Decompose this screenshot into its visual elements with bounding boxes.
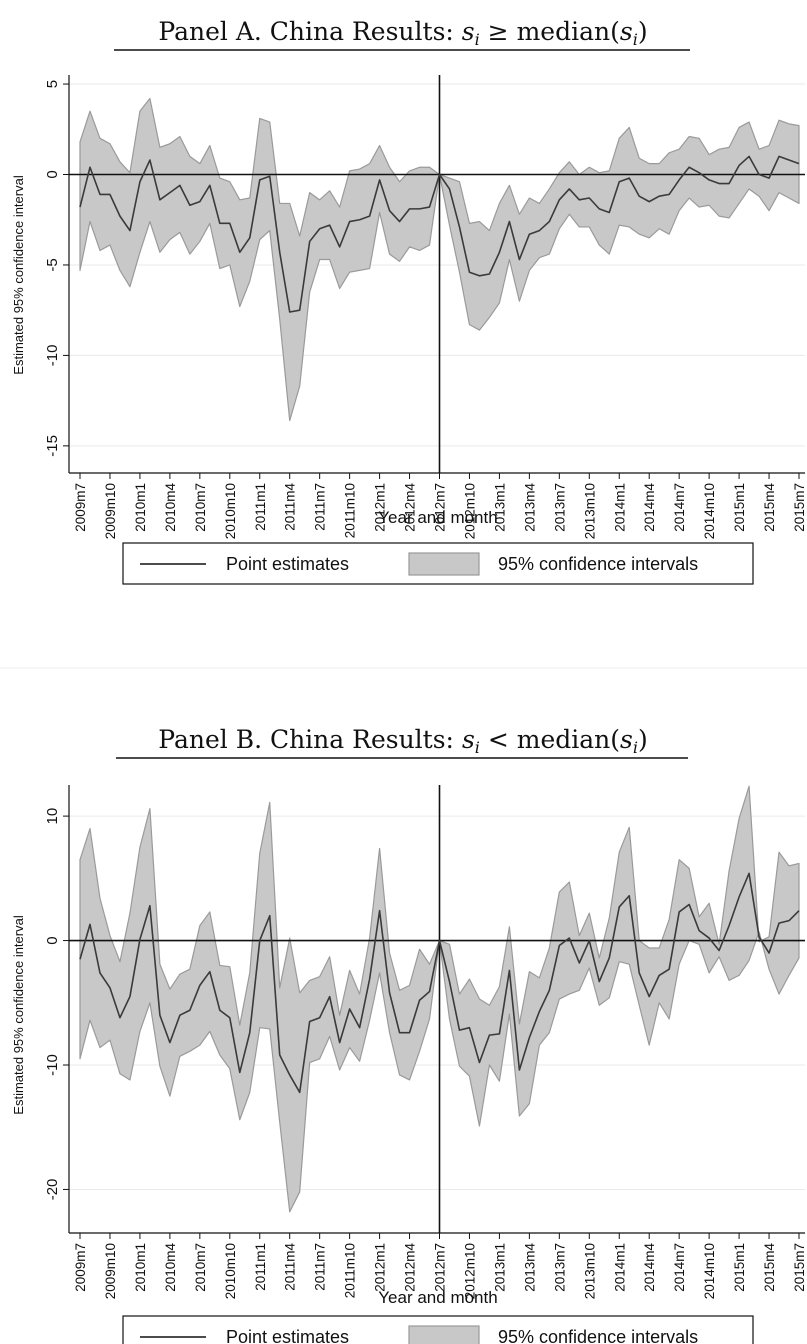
panel-a-title-math2: s xyxy=(620,17,633,46)
panel-a-ytick-label: 5 xyxy=(44,80,61,88)
panel-b-ytick-label: 10 xyxy=(44,808,61,825)
panel-a-ytick-label: -10 xyxy=(44,345,61,367)
panel-a-xtick-label: 2015m4 xyxy=(762,483,777,532)
panel-a-xtick-label: 2012m4 xyxy=(403,483,418,532)
panel-b-xtick-label: 2010m1 xyxy=(133,1243,148,1292)
panel-a-title-rest: ≥ median( xyxy=(480,17,620,46)
panel-b-plot: 10 0 -10 -20 2009m7 2009m10 2010m1 2010m4 2010m7… xyxy=(44,785,807,1299)
panel-a-xtick-label: 2014m4 xyxy=(642,483,657,532)
panel-b-xtick-label: 2011m1 xyxy=(253,1243,268,1291)
panel-b-xtick-label: 2009m10 xyxy=(103,1243,118,1299)
panel-a-xtick-label: 2012m1 xyxy=(373,483,388,532)
panel-a-legend-ci-swatch xyxy=(408,552,480,576)
panel-a-xtick-label: 2012m10 xyxy=(462,483,477,539)
panel-a-ytick-label: -15 xyxy=(44,435,61,457)
panel-b-xtick-label: 2015m4 xyxy=(762,1243,777,1292)
panel-a-xtick-label: 2015m1 xyxy=(732,483,747,532)
panel-a-xtick-label: 2014m7 xyxy=(672,483,687,532)
panel-a-ytick-label: 0 xyxy=(44,170,61,178)
panel-a-xtick-label: 2012m7 xyxy=(433,483,448,532)
panel-b-xtick-label: 2015m1 xyxy=(732,1243,747,1292)
panel-b-title-rest: < median( xyxy=(480,725,620,754)
panel-a-xtick-label: 2011m10 xyxy=(343,483,358,538)
panel-b-legend-ci: 95% confidence intervals xyxy=(498,1327,698,1344)
panel-b-title-math2: s xyxy=(620,725,633,754)
panel-a-xtick-label: 2010m4 xyxy=(163,483,178,532)
panel-b-xtick-label: 2010m4 xyxy=(163,1243,178,1292)
panel-b-ci-band xyxy=(79,785,800,1213)
panel-a-title-sub2: i xyxy=(633,30,638,49)
panel-b-point-estimate-line xyxy=(79,872,800,1094)
panel-b-xtick-label: 2015m7 xyxy=(792,1243,807,1292)
panel-a-point-estimate-line xyxy=(79,155,800,313)
panel-b-ytick-label: -20 xyxy=(44,1179,61,1201)
panel-b-title: Panel B. China Results: si < median(si) xyxy=(158,725,648,757)
panel-a-plot: 5 0 -5 -10 -15 2009m7 2009m10 2010m1 2010m4 2010m… xyxy=(44,75,807,539)
panel-a-ytick-label: -5 xyxy=(44,258,61,271)
panel-a-ci-band xyxy=(79,97,800,422)
panel-b-xtick-label: 2012m1 xyxy=(373,1243,388,1292)
panel-a-xtick-label: 2009m10 xyxy=(103,483,118,539)
panel-b-title-math: s xyxy=(462,725,475,754)
panel-b-title-end: ) xyxy=(638,725,648,754)
panel-b-title-sub: i xyxy=(475,738,480,757)
panel-a-xtick-label: 2011m1 xyxy=(253,483,268,531)
panel-b-xtick-label: 2010m7 xyxy=(193,1243,208,1292)
panel-a-xtick-label: 2013m1 xyxy=(492,483,507,532)
panel-b-legend-ci-swatch xyxy=(408,1325,480,1344)
panel-b-xtick-label: 2009m7 xyxy=(73,1243,88,1292)
panel-a: Panel A. China Results: si ≥ median(si) … xyxy=(11,17,807,585)
panel-b-legend: Point estimates 95% confidence intervals xyxy=(122,1315,754,1344)
panel-a-title: Panel A. China Results: si ≥ median(si) xyxy=(158,17,647,49)
panel-b-ytick-label: -10 xyxy=(44,1054,61,1076)
panel-b-xtick-label: 2013m1 xyxy=(492,1243,507,1292)
panel-b-legend-point: Point estimates xyxy=(226,1327,349,1344)
panel-a-title-math: s xyxy=(462,17,475,46)
panel-b-xtick-label: 2014m1 xyxy=(612,1243,627,1292)
panel-a-title-end: ) xyxy=(638,17,648,46)
panel-a-xtick-label: 2010m7 xyxy=(193,483,208,532)
panel-a-xtick-label: 2013m7 xyxy=(552,483,567,532)
panel-a-legend: Point estimates 95% confidence intervals xyxy=(122,542,754,585)
panel-a-title-sub: i xyxy=(475,30,480,49)
panel-a-xtick-label: 2010m1 xyxy=(133,483,148,532)
panel-a-xtick-label: 2015m7 xyxy=(792,483,807,532)
panel-b-title-sub2: i xyxy=(633,738,638,757)
panel-b-title-prefix: Panel B. China Results: xyxy=(158,725,462,754)
panel-a-xtick-label: 2009m7 xyxy=(73,483,88,532)
panel-a-xtick-label: 2011m7 xyxy=(313,483,328,531)
panel-b-ylabel: Estimated 95% confidence interval xyxy=(11,915,26,1115)
panel-a-xtick-label: 2014m10 xyxy=(702,483,717,539)
panel-a-xtick-label: 2014m1 xyxy=(612,483,627,532)
panel-b-xtick-label: 2013m10 xyxy=(582,1243,597,1299)
panel-a-xtick-label: 2011m4 xyxy=(283,483,298,531)
panel-b-xtick-label: 2011m7 xyxy=(313,1243,328,1291)
panel-b-xtick-label: 2012m7 xyxy=(433,1243,448,1292)
panel-a-ylabel: Estimated 95% confidence interval xyxy=(11,175,26,375)
panel-a-legend-ci: 95% confidence intervals xyxy=(498,554,698,574)
panel-b-xtick-label: 2010m10 xyxy=(223,1243,238,1299)
panel-a-title-prefix: Panel A. China Results: xyxy=(158,17,461,46)
panel-a-xtick-label: 2010m10 xyxy=(223,483,238,539)
panel-a-xlabel: Year and month xyxy=(378,508,497,527)
panel-b-xtick-label: 2011m4 xyxy=(283,1243,298,1291)
panel-b-xtick-label: 2013m7 xyxy=(552,1243,567,1292)
panel-b-xtick-label: 2014m4 xyxy=(642,1243,657,1292)
panel-a-xtick-label: 2013m4 xyxy=(522,483,537,532)
panel-b-xlabel: Year and month xyxy=(378,1288,497,1307)
panel-b-xtick-label: 2014m7 xyxy=(672,1243,687,1292)
panel-a-legend-point: Point estimates xyxy=(226,554,349,574)
panel-b-xtick-label: 2012m4 xyxy=(403,1243,418,1292)
panel-a-xtick-label: 2013m10 xyxy=(582,483,597,539)
panel-b-xtick-label: 2011m10 xyxy=(343,1243,358,1298)
panel-b-ytick-label: 0 xyxy=(44,936,61,944)
panel-b-xtick-label: 2013m4 xyxy=(522,1243,537,1292)
panel-b: Panel B. China Results: si < median(si) … xyxy=(11,725,807,1344)
panel-b-xtick-label: 2014m10 xyxy=(702,1243,717,1299)
panel-b-xtick-label: 2012m10 xyxy=(462,1243,477,1299)
